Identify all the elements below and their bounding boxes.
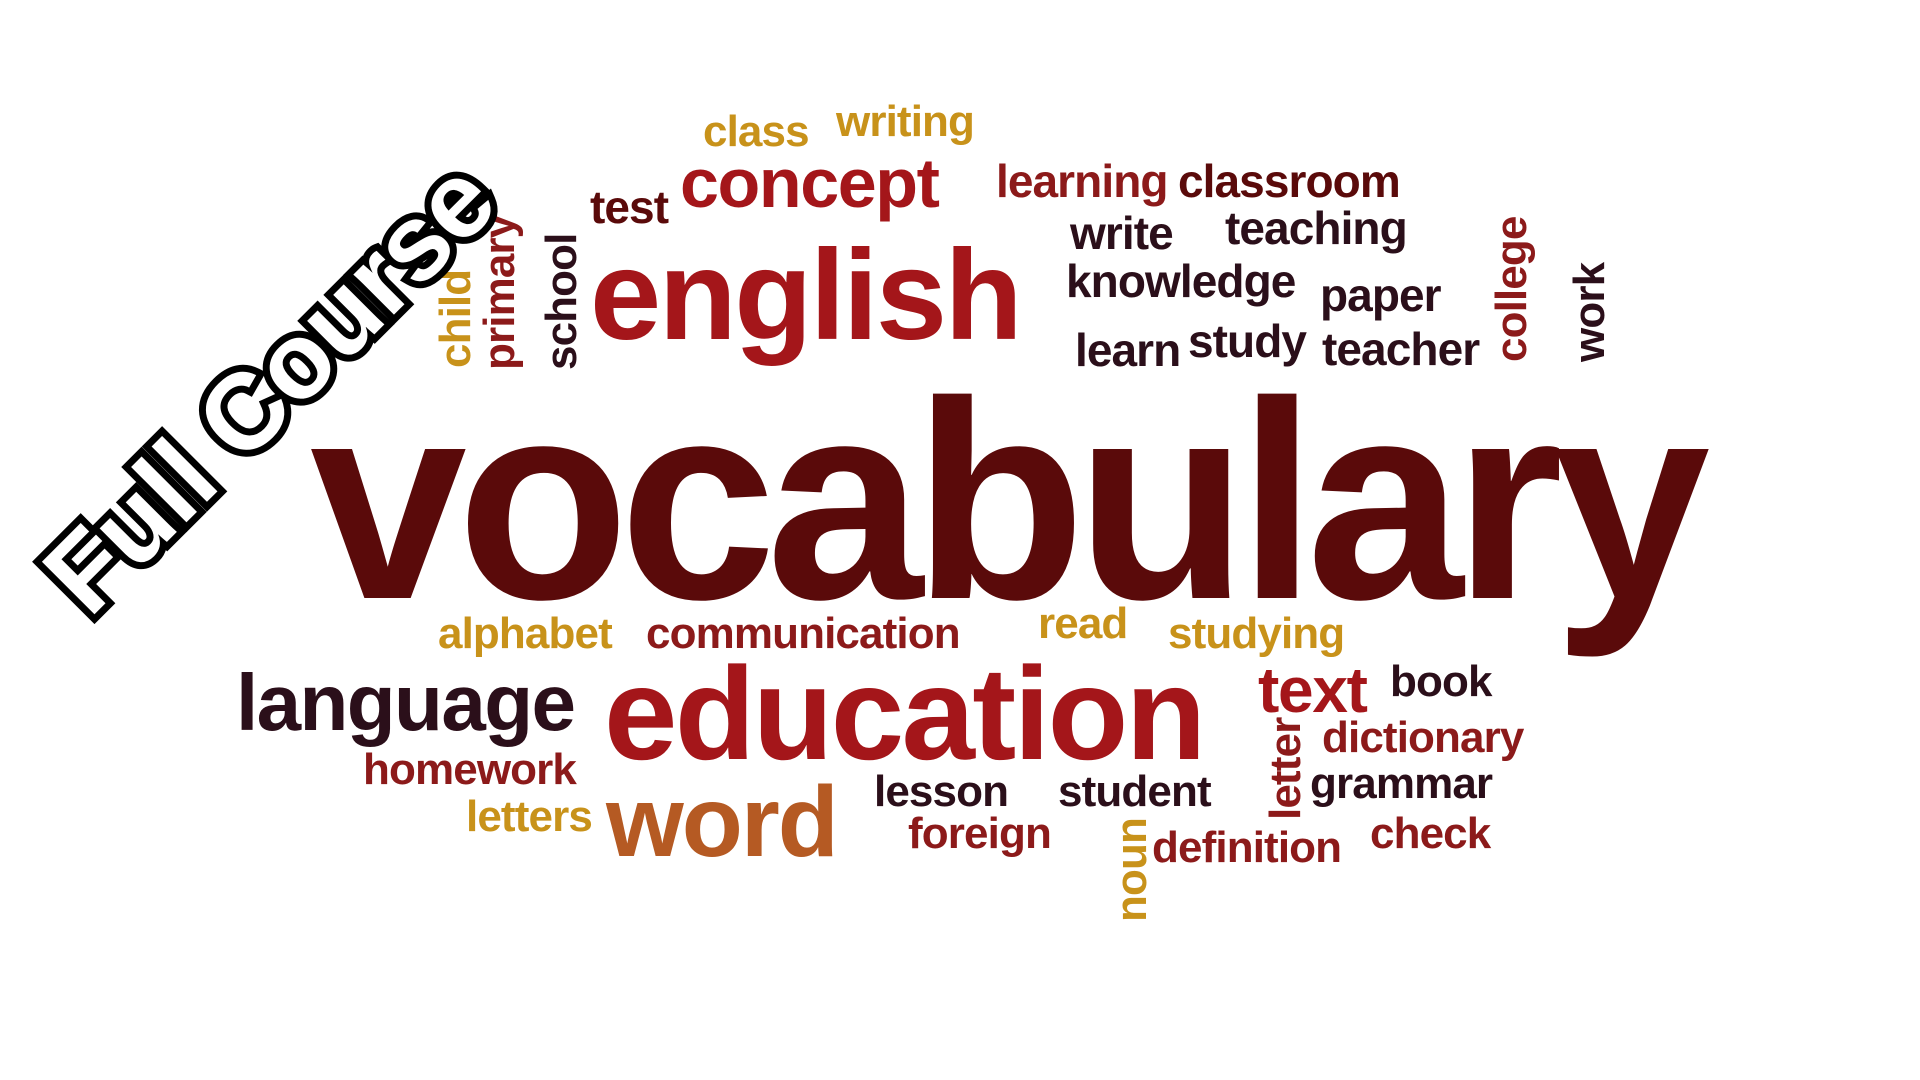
word-classroom: classroom	[1178, 155, 1401, 207]
word-noun: noun	[1107, 818, 1156, 922]
word-study: study	[1188, 315, 1307, 367]
word-text: text	[1258, 654, 1368, 726]
word-writing: writing	[836, 97, 975, 146]
word-paper: paper	[1320, 269, 1442, 321]
word-book: book	[1390, 657, 1492, 706]
word-vocabulary: vocabulary	[310, 343, 1710, 658]
word-check: check	[1370, 809, 1491, 858]
word-test: test	[590, 181, 669, 233]
word-learn: learn	[1075, 324, 1181, 376]
word-dictionary: dictionary	[1322, 713, 1524, 762]
word-foreign: foreign	[908, 809, 1052, 858]
word-student: student	[1058, 767, 1212, 816]
word-language: language	[236, 658, 576, 747]
word-communication: communication	[646, 609, 961, 658]
word-teaching: teaching	[1225, 202, 1408, 254]
word-alphabet: alphabet	[438, 609, 613, 658]
word-letters: letters	[466, 792, 593, 841]
word-word: word	[606, 766, 839, 878]
word-read: read	[1038, 599, 1128, 648]
word-homework: homework	[363, 745, 577, 794]
word-write: write	[1070, 207, 1174, 259]
word-learning: learning	[996, 155, 1168, 207]
word-class: class	[703, 107, 810, 156]
word-concept: concept	[680, 144, 940, 222]
word-college: college	[1487, 216, 1536, 362]
word-school: school	[537, 233, 586, 370]
word-grammar: grammar	[1310, 759, 1493, 808]
word-work: work	[1565, 262, 1614, 362]
word-english: english	[590, 224, 1023, 367]
word-lesson: lesson	[874, 767, 1009, 816]
word-letter: letter	[1261, 717, 1310, 820]
word-teacher: teacher	[1322, 323, 1480, 375]
word-studying: studying	[1168, 609, 1345, 658]
word-education: education	[604, 640, 1206, 787]
word-definition: definition	[1152, 823, 1342, 872]
word-knowledge: knowledge	[1066, 255, 1296, 307]
